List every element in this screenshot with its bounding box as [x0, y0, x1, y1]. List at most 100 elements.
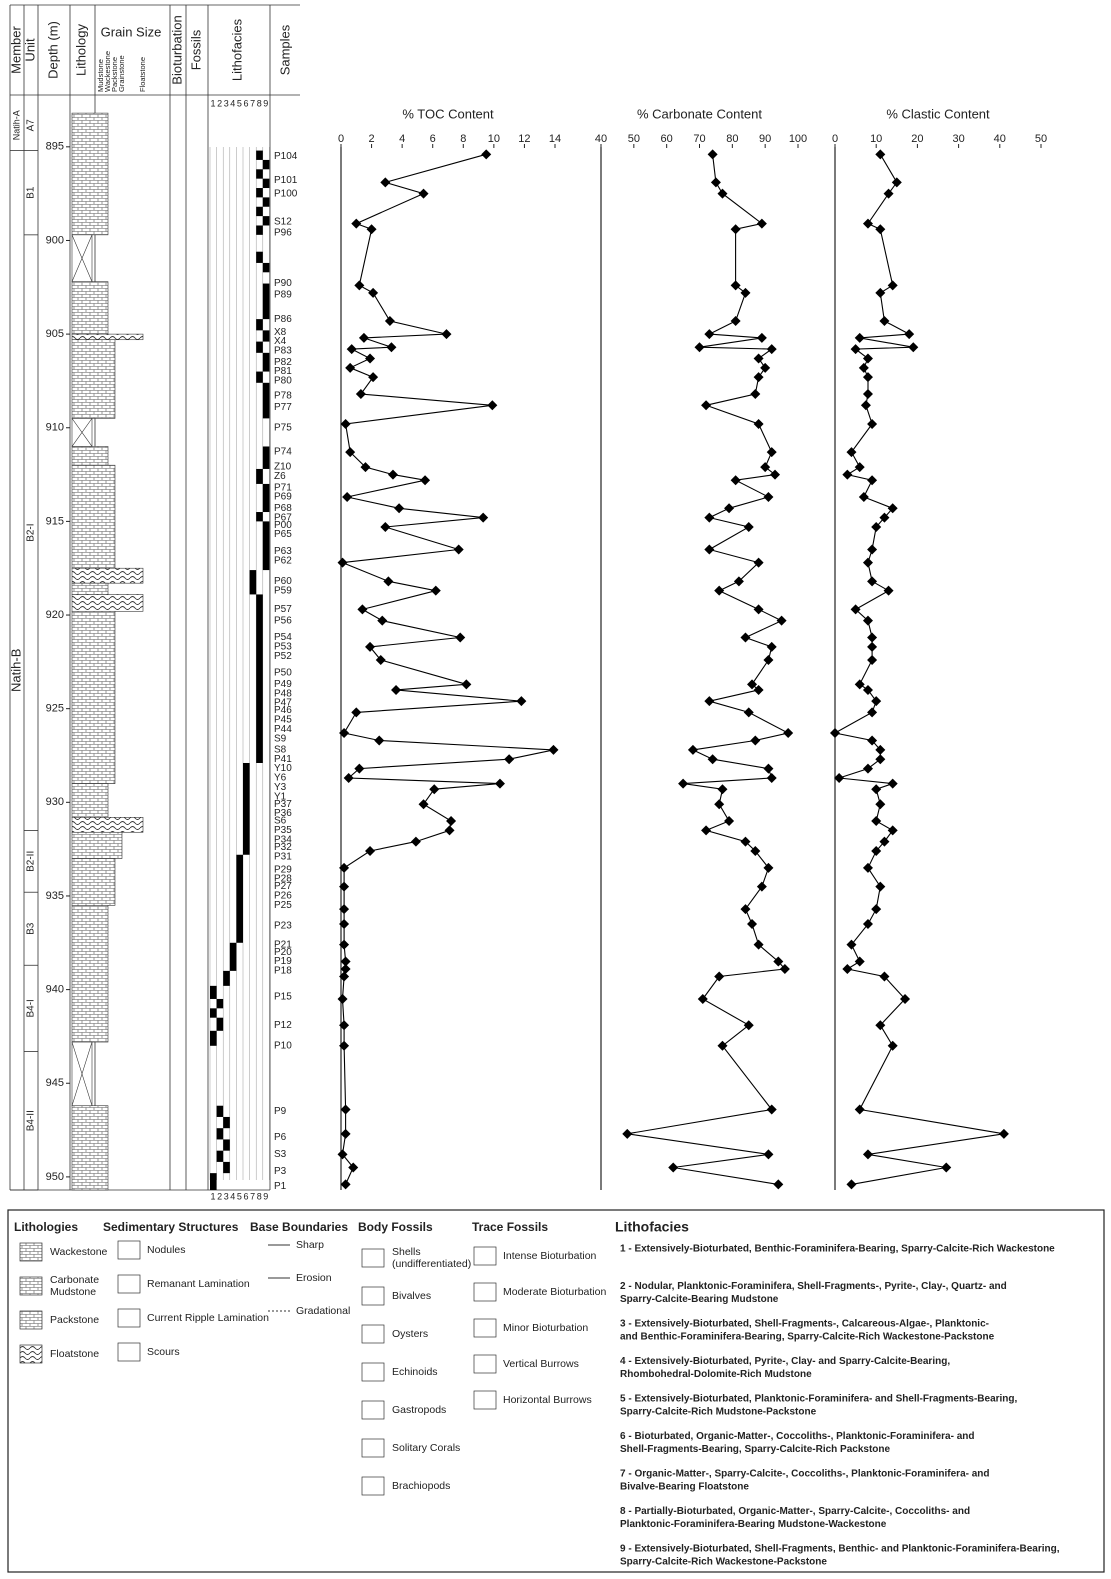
data-marker: [888, 825, 898, 835]
legend-symbol: [362, 1439, 384, 1457]
lithofacies-number: 5: [237, 1191, 242, 1201]
data-marker: [487, 400, 497, 410]
lithofacies-block: [223, 1139, 230, 1150]
data-marker: [888, 779, 898, 789]
member-label: Natih-A: [11, 110, 21, 140]
unit-label: B2-II: [26, 851, 37, 872]
sample-label: P86: [274, 314, 292, 325]
lithofacies-block: [256, 207, 263, 216]
sample-label: P65: [274, 529, 292, 540]
data-marker: [879, 316, 889, 326]
data-marker: [875, 288, 885, 298]
data-marker: [867, 576, 877, 586]
lithofacies-block: [230, 943, 237, 971]
grain-class-label: Grainstone: [117, 55, 126, 92]
sample-label: P62: [274, 555, 292, 566]
lithology-bed: [72, 113, 108, 235]
data-marker: [714, 586, 724, 596]
lithofacies-block: [256, 372, 263, 383]
lithofacies-number: 7: [250, 98, 255, 108]
data-marker: [351, 219, 361, 229]
sample-label: P18: [274, 966, 292, 977]
column-header: Fossils: [188, 29, 203, 70]
data-marker: [867, 655, 877, 665]
data-marker: [359, 333, 369, 343]
data-marker: [365, 846, 375, 856]
legend-title: Lithologies: [14, 1220, 78, 1234]
data-marker: [744, 707, 754, 717]
lithofacies-block: [263, 284, 270, 320]
lithofacies-description: 1 - Extensively-Bioturbated, Benthic-For…: [620, 1244, 1055, 1255]
data-marker: [855, 957, 865, 967]
data-marker: [731, 316, 741, 326]
data-marker: [342, 492, 352, 502]
data-marker: [478, 513, 488, 523]
x-tick-label: 30: [952, 133, 964, 145]
data-marker: [888, 1041, 898, 1051]
data-marker: [420, 475, 430, 485]
data-marker: [830, 728, 840, 738]
lithofacies-block: [210, 1031, 217, 1046]
data-marker: [867, 633, 877, 643]
legend-symbol: [20, 1277, 42, 1295]
data-marker: [704, 329, 714, 339]
chart-title: % Carbonate Content: [637, 106, 762, 121]
data-marker: [757, 219, 767, 229]
data-marker: [701, 825, 711, 835]
sample-label: P89: [274, 289, 292, 300]
data-marker: [341, 964, 351, 974]
data-marker: [757, 333, 767, 343]
legend-symbol: [118, 1241, 140, 1259]
data-marker: [855, 679, 865, 689]
legend-symbol: [474, 1319, 496, 1337]
data-marker: [754, 419, 764, 429]
data-marker: [383, 576, 393, 586]
legend-symbol: [118, 1309, 140, 1327]
x-tick-label: 4: [399, 133, 405, 145]
legend-symbol: [362, 1249, 384, 1267]
chart-title: % TOC Content: [402, 106, 494, 121]
legend-item: Vertical Burrows: [503, 1358, 579, 1370]
legend-box: [8, 1210, 1104, 1572]
x-tick-label: 60: [661, 133, 673, 145]
data-marker: [871, 816, 881, 826]
lithofacies-block: [217, 1018, 224, 1031]
x-tick-label: 40: [994, 133, 1006, 145]
lithofacies-block: [263, 521, 270, 570]
grain-class-label: Floatstone: [138, 57, 147, 92]
lithology-bed: [72, 832, 122, 858]
data-marker: [347, 344, 357, 354]
lithofacies-description: and Benthic-Foraminifera-Bearing, Sparry…: [620, 1332, 995, 1343]
x-tick-label: 50: [628, 133, 640, 145]
data-marker: [704, 513, 714, 523]
data-marker: [668, 1163, 678, 1173]
lithofacies-description: 8 - Partially-Bioturbated, Organic-Matte…: [620, 1506, 970, 1517]
legend-item: Floatstone: [50, 1348, 99, 1360]
x-tick-label: 40: [595, 133, 607, 145]
data-marker: [875, 882, 885, 892]
lithofacies-number: 8: [257, 1191, 262, 1201]
sample-label: P52: [274, 651, 292, 662]
data-marker: [380, 522, 390, 532]
data-marker: [431, 586, 441, 596]
data-marker: [767, 642, 777, 652]
lithofacies-number: 2: [217, 98, 222, 108]
column-header: Grain Size: [101, 24, 162, 39]
data-marker: [622, 1129, 632, 1139]
column-header: Depth (m): [45, 21, 60, 79]
lithofacies-number: 2: [217, 1191, 222, 1201]
data-marker: [754, 604, 764, 614]
data-marker: [863, 372, 873, 382]
lithofacies-block: [263, 263, 270, 272]
figure: % TOC Content02468101214% Carbonate Cont…: [0, 0, 1111, 1579]
legend-item: Current Ripple Lamination: [147, 1312, 269, 1324]
data-marker: [904, 329, 914, 339]
legend-symbol: [362, 1325, 384, 1343]
unit-label: B4-I: [26, 999, 37, 1017]
column-header: Unit: [22, 38, 37, 62]
data-marker: [740, 904, 750, 914]
data-marker: [377, 616, 387, 626]
sample-label: P59: [274, 585, 292, 596]
sample-label: P74: [274, 447, 292, 458]
lithofacies-block: [256, 225, 263, 234]
